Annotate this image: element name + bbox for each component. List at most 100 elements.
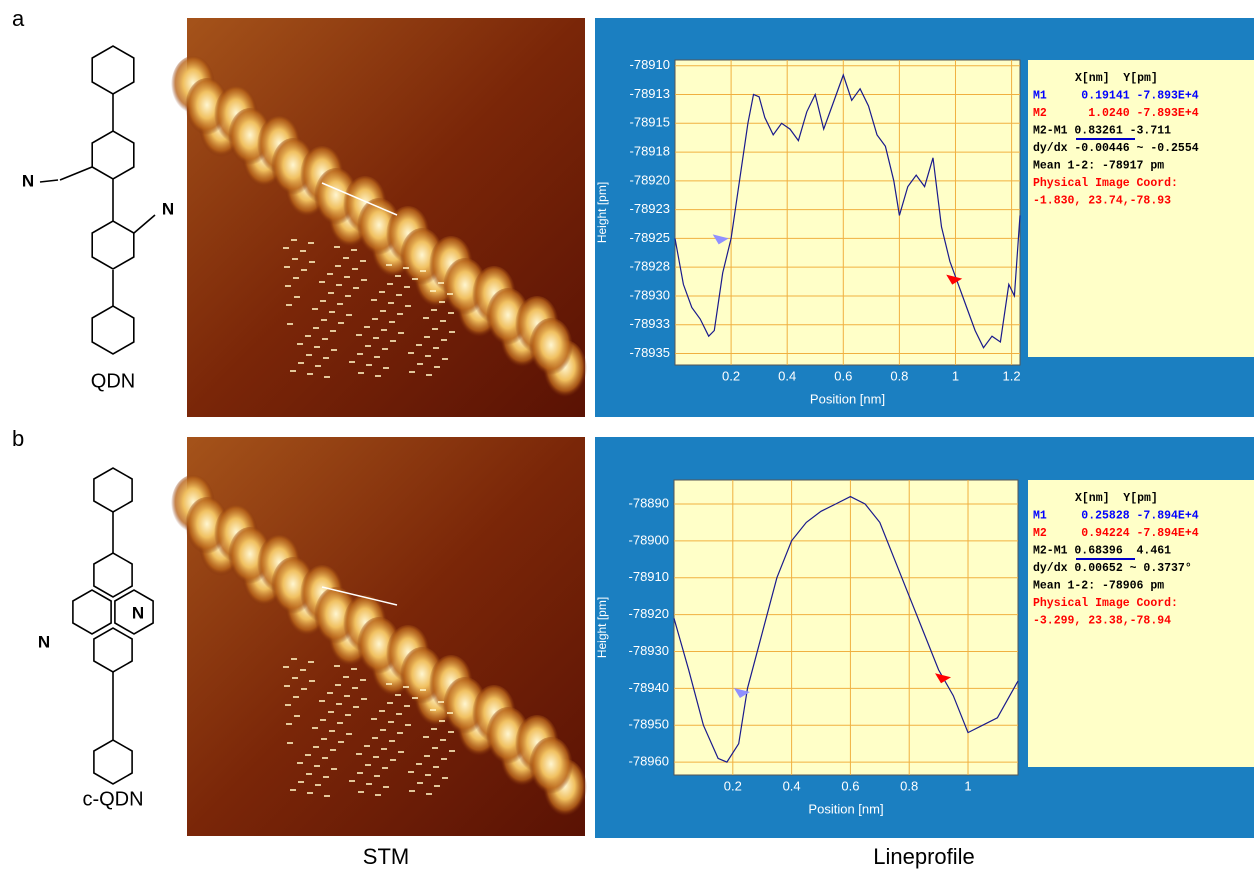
stm-speckle (284, 685, 290, 687)
stm-speckle (336, 703, 342, 705)
stm-speckle (372, 318, 378, 320)
stm-speckle (440, 320, 446, 322)
readout-line: M1 0.25828 -7.894E+4 (1033, 510, 1199, 523)
stm-speckle (322, 757, 328, 759)
stm-speckle (293, 696, 299, 698)
stm-speckle (434, 785, 440, 787)
y-tick-label: -78918 (630, 144, 670, 159)
ring (92, 221, 134, 269)
stm-speckle (387, 702, 393, 704)
readout-line: -3.299, 23.38,-78.94 (1033, 615, 1171, 628)
y-tick-label: -78935 (630, 345, 670, 360)
stm-speckle (337, 303, 343, 305)
stm-speckle (442, 358, 448, 360)
stm-speckle (383, 367, 389, 369)
stm-speckle (307, 373, 313, 375)
stm-speckle (301, 269, 307, 271)
stm-speckle (371, 299, 377, 301)
stm-speckle (449, 331, 455, 333)
stm-speckle (426, 793, 432, 795)
y-tick-label: -78910 (629, 569, 669, 584)
stm-speckle (381, 329, 387, 331)
stm-speckle (294, 715, 300, 717)
stm-speckle (374, 775, 380, 777)
y-axis-label: Height [pm] (595, 597, 609, 658)
stm-speckle (345, 295, 351, 297)
stm-speckle (412, 278, 418, 280)
y-axis-label: Height [pm] (595, 182, 609, 243)
readout-line: -1.830, 23.74,-78.93 (1033, 195, 1171, 208)
ring (94, 628, 132, 672)
y-tick-label: -78923 (630, 201, 670, 216)
stm-speckle (283, 247, 289, 249)
stm-speckle (440, 739, 446, 741)
stm-speckle (424, 755, 430, 757)
stm-speckle (417, 363, 423, 365)
stm-speckle (329, 311, 335, 313)
stm-speckle (432, 328, 438, 330)
stm-speckle (375, 375, 381, 377)
stm-speckle (430, 290, 436, 292)
stm-speckle (433, 347, 439, 349)
stm-speckle (423, 736, 429, 738)
stm-speckle (328, 292, 334, 294)
y-tick-label: -78933 (630, 316, 670, 331)
stm-speckle (287, 323, 293, 325)
stm-speckle (417, 782, 423, 784)
stm-speckle (405, 724, 411, 726)
stm-speckle (420, 270, 426, 272)
x-tick-label: 1 (952, 368, 959, 383)
stm-speckle (320, 300, 326, 302)
stm-speckle (349, 780, 355, 782)
plot-area (675, 60, 1020, 365)
stm-speckle (323, 357, 329, 359)
bond (40, 180, 58, 182)
ring (92, 131, 134, 179)
stm-speckle (375, 794, 381, 796)
stm-speckle (331, 349, 337, 351)
x-tick-label: 0.6 (834, 368, 852, 383)
stm-speckle (424, 336, 430, 338)
y-tick-label: -78950 (629, 717, 669, 732)
stm-speckle (366, 783, 372, 785)
stm-speckle (300, 669, 306, 671)
y-tick-label: -78960 (629, 754, 669, 769)
stm-speckle (344, 276, 350, 278)
stm-speckle (438, 701, 444, 703)
molecule-name: QDN (91, 370, 135, 392)
stm-speckle (285, 285, 291, 287)
stm-speckle (380, 310, 386, 312)
readout-box (1028, 60, 1254, 357)
stm-speckle (324, 795, 330, 797)
panel-label: a (12, 6, 25, 31)
stm-speckle (357, 353, 363, 355)
readout-line: M2-M1 0.68396 4.461 (1033, 545, 1171, 558)
stm-speckle (343, 676, 349, 678)
stm-speckle (351, 668, 357, 670)
x-tick-label: 0.4 (778, 368, 796, 383)
stm-speckle (441, 339, 447, 341)
stm-speckle (405, 305, 411, 307)
stm-speckle (395, 275, 401, 277)
stm-speckle (372, 737, 378, 739)
stm-speckle (286, 723, 292, 725)
stm-speckle (388, 302, 394, 304)
stm-speckle (306, 354, 312, 356)
stm-speckle (356, 334, 362, 336)
readout-line: M1 0.19141 -7.893E+4 (1033, 90, 1199, 103)
ring (92, 306, 134, 354)
stm-speckle (373, 337, 379, 339)
stm-speckle (301, 688, 307, 690)
x-tick-label: 0.2 (722, 368, 740, 383)
stm-speckle (319, 700, 325, 702)
stm-speckle (448, 312, 454, 314)
stm-speckle (447, 712, 453, 714)
bond (134, 215, 155, 233)
stm-speckle (330, 749, 336, 751)
stm-speckle (382, 348, 388, 350)
stm-speckle (403, 686, 409, 688)
stm-speckle (423, 317, 429, 319)
stm-speckle (356, 753, 362, 755)
stm-speckle (353, 706, 359, 708)
ring (94, 740, 132, 784)
